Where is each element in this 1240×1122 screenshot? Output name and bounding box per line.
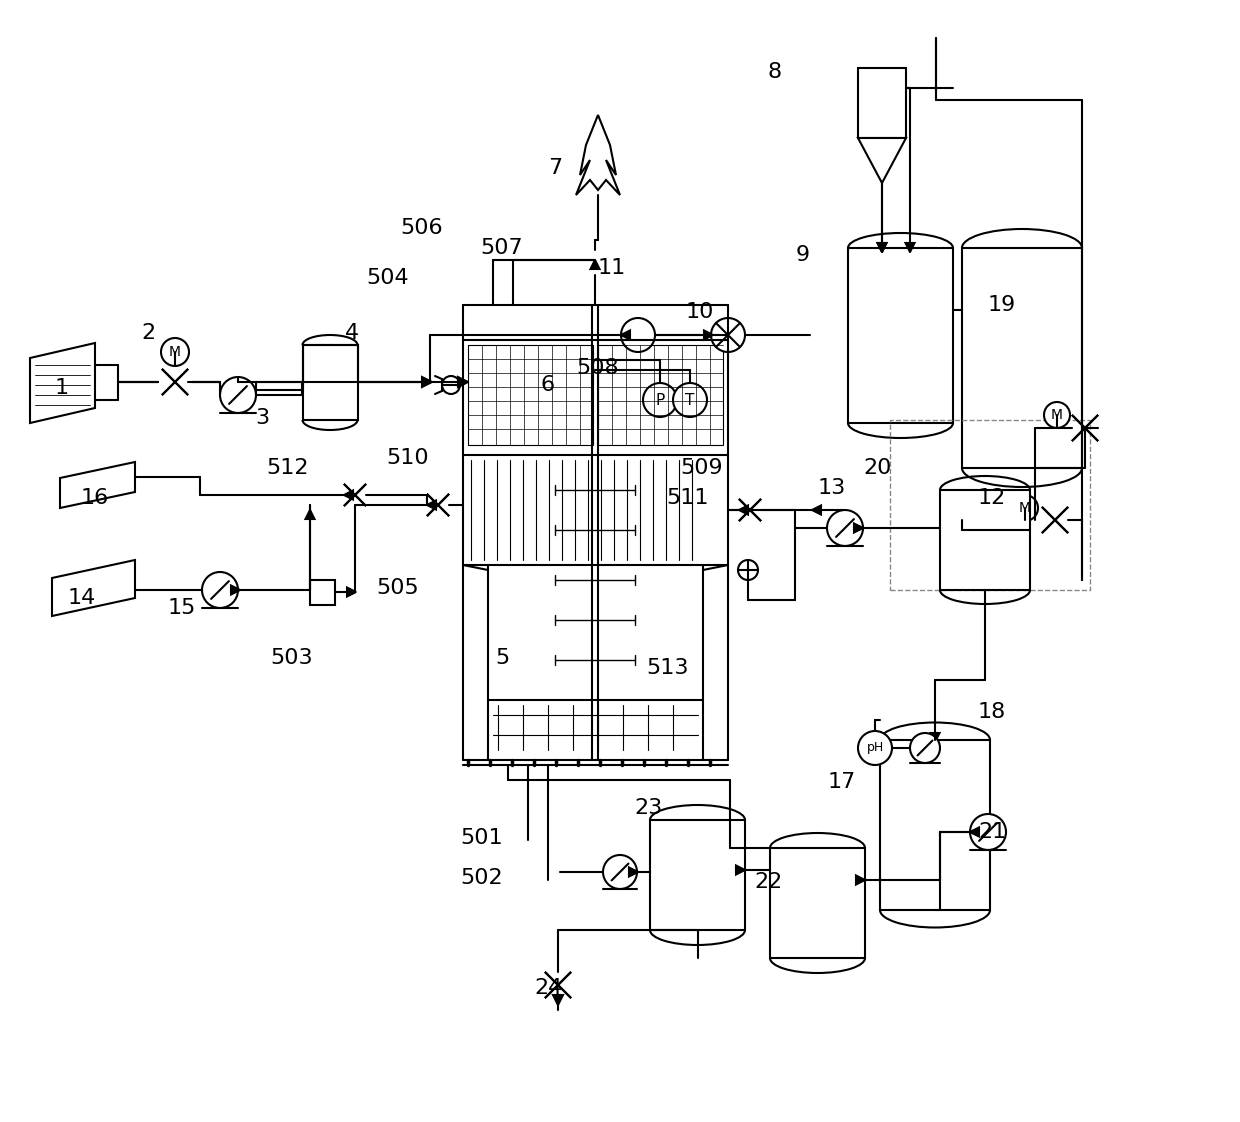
Polygon shape (878, 243, 887, 252)
Polygon shape (739, 506, 748, 515)
Text: 16: 16 (81, 488, 109, 508)
Text: 503: 503 (270, 649, 314, 668)
Circle shape (1044, 402, 1070, 427)
Circle shape (603, 855, 637, 889)
Text: 24: 24 (534, 978, 562, 997)
Bar (310, 580, 335, 605)
Text: 4: 4 (345, 323, 360, 343)
Polygon shape (553, 995, 563, 1005)
Text: 512: 512 (267, 458, 309, 478)
Text: 10: 10 (686, 302, 714, 322)
Text: M: M (1052, 408, 1063, 422)
Circle shape (161, 338, 188, 366)
Circle shape (1012, 495, 1038, 521)
Polygon shape (858, 138, 906, 183)
Text: 8: 8 (768, 62, 782, 82)
Polygon shape (427, 500, 436, 509)
Circle shape (970, 813, 1006, 850)
Polygon shape (878, 243, 887, 252)
Text: 21: 21 (978, 822, 1006, 842)
Text: 11: 11 (598, 258, 626, 278)
Text: 18: 18 (978, 702, 1006, 721)
Text: 509: 509 (681, 458, 723, 478)
Bar (467, 344, 593, 445)
Circle shape (738, 560, 758, 580)
Polygon shape (305, 511, 315, 519)
Text: 1: 1 (55, 378, 69, 398)
Polygon shape (30, 343, 95, 423)
Polygon shape (347, 588, 356, 597)
Polygon shape (930, 733, 940, 742)
Polygon shape (231, 586, 241, 595)
Circle shape (711, 318, 745, 352)
Bar (848, 248, 954, 423)
Polygon shape (458, 377, 467, 387)
Text: 6: 6 (541, 375, 556, 395)
Polygon shape (812, 506, 821, 515)
Text: 507: 507 (481, 238, 523, 258)
Polygon shape (52, 560, 135, 616)
Bar (962, 248, 1083, 468)
Text: 22: 22 (754, 872, 782, 892)
Text: M: M (169, 344, 181, 359)
Text: 508: 508 (577, 358, 619, 378)
Text: 502: 502 (461, 868, 503, 888)
Bar (650, 820, 745, 930)
Text: 513: 513 (647, 657, 689, 678)
Text: 510: 510 (387, 448, 429, 468)
Text: 14: 14 (68, 588, 97, 608)
Polygon shape (590, 260, 599, 269)
Text: 20: 20 (864, 458, 893, 478)
Circle shape (673, 383, 707, 417)
Bar (598, 344, 723, 445)
Bar (770, 848, 866, 958)
Circle shape (644, 383, 677, 417)
Bar (890, 420, 1090, 590)
Polygon shape (704, 331, 713, 340)
Polygon shape (422, 377, 432, 387)
Text: 9: 9 (796, 245, 810, 265)
Text: 15: 15 (167, 598, 196, 618)
Polygon shape (970, 828, 980, 837)
Text: 511: 511 (667, 488, 709, 508)
Polygon shape (60, 462, 135, 508)
Bar (880, 741, 990, 910)
Text: 12: 12 (978, 488, 1006, 508)
Bar (858, 68, 906, 138)
Polygon shape (343, 490, 353, 499)
Text: 506: 506 (401, 218, 444, 238)
Text: 23: 23 (634, 798, 662, 818)
Text: 17: 17 (828, 772, 856, 792)
Text: 7: 7 (548, 158, 562, 178)
Polygon shape (629, 867, 639, 876)
Polygon shape (621, 331, 630, 340)
Text: 501: 501 (461, 828, 503, 848)
Circle shape (621, 318, 655, 352)
Text: 5: 5 (495, 649, 510, 668)
Text: 504: 504 (367, 268, 409, 288)
Text: M: M (1019, 502, 1030, 515)
Text: 3: 3 (255, 408, 269, 427)
Text: T: T (686, 393, 694, 407)
Polygon shape (856, 875, 866, 884)
Circle shape (827, 511, 863, 546)
Text: 13: 13 (818, 478, 846, 498)
Circle shape (202, 572, 238, 608)
Text: 505: 505 (377, 578, 419, 598)
Bar (940, 490, 1030, 590)
Polygon shape (854, 524, 863, 533)
Circle shape (858, 732, 892, 765)
Text: P: P (656, 393, 665, 407)
Text: 19: 19 (988, 295, 1016, 315)
Text: 2: 2 (141, 323, 155, 343)
Polygon shape (905, 243, 915, 252)
Circle shape (441, 376, 460, 394)
Polygon shape (737, 865, 745, 874)
Circle shape (219, 377, 255, 413)
Circle shape (910, 733, 940, 763)
Bar (303, 344, 358, 420)
Text: pH: pH (867, 742, 884, 754)
